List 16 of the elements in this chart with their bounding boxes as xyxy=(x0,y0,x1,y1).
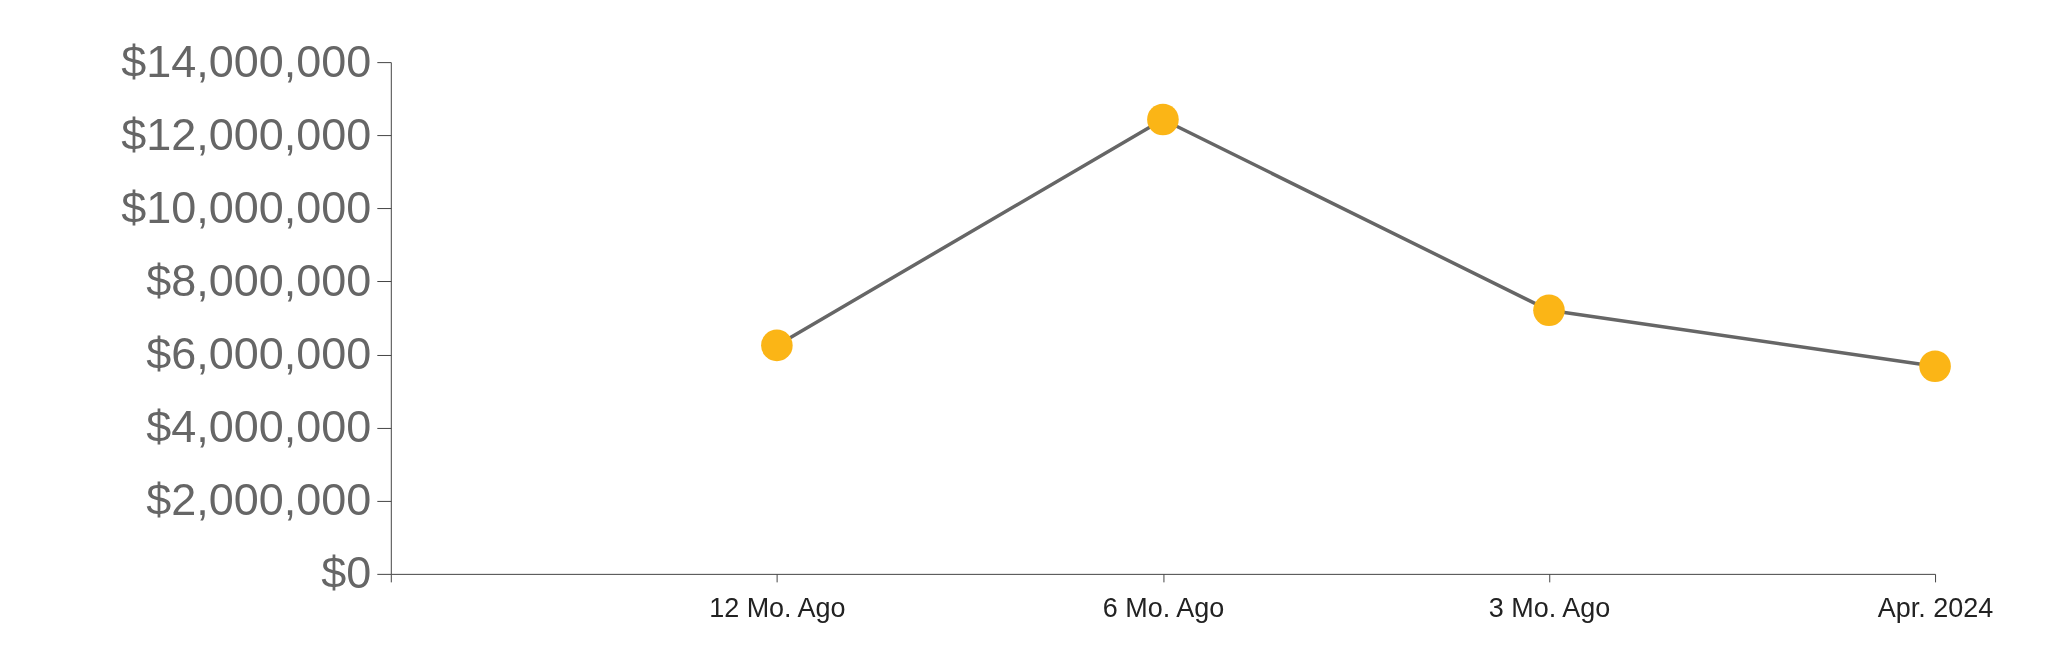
point xyxy=(1533,294,1565,327)
y-tick-label: $14,000,000 xyxy=(121,35,372,87)
y-tick-label: $2,000,000 xyxy=(146,474,372,526)
point xyxy=(761,329,793,362)
x-tick-label: 12 Mo. Ago xyxy=(709,593,846,624)
point xyxy=(1919,350,1951,383)
x-tick-label: 3 Mo. Ago xyxy=(1488,593,1611,624)
y-tick-label: $6,000,000 xyxy=(146,328,372,380)
y-tick-label: $12,000,000 xyxy=(121,108,372,160)
y-tick-label: $4,000,000 xyxy=(146,401,372,453)
point xyxy=(1147,103,1179,136)
y-tick-label: $10,000,000 xyxy=(121,181,372,233)
y-tick-label: $0 xyxy=(321,547,372,599)
y-tick-label: $8,000,000 xyxy=(146,254,372,306)
x-tick-label: 6 Mo. Ago xyxy=(1102,593,1225,624)
x-tick-label: Apr. 2024 xyxy=(1877,593,1994,624)
